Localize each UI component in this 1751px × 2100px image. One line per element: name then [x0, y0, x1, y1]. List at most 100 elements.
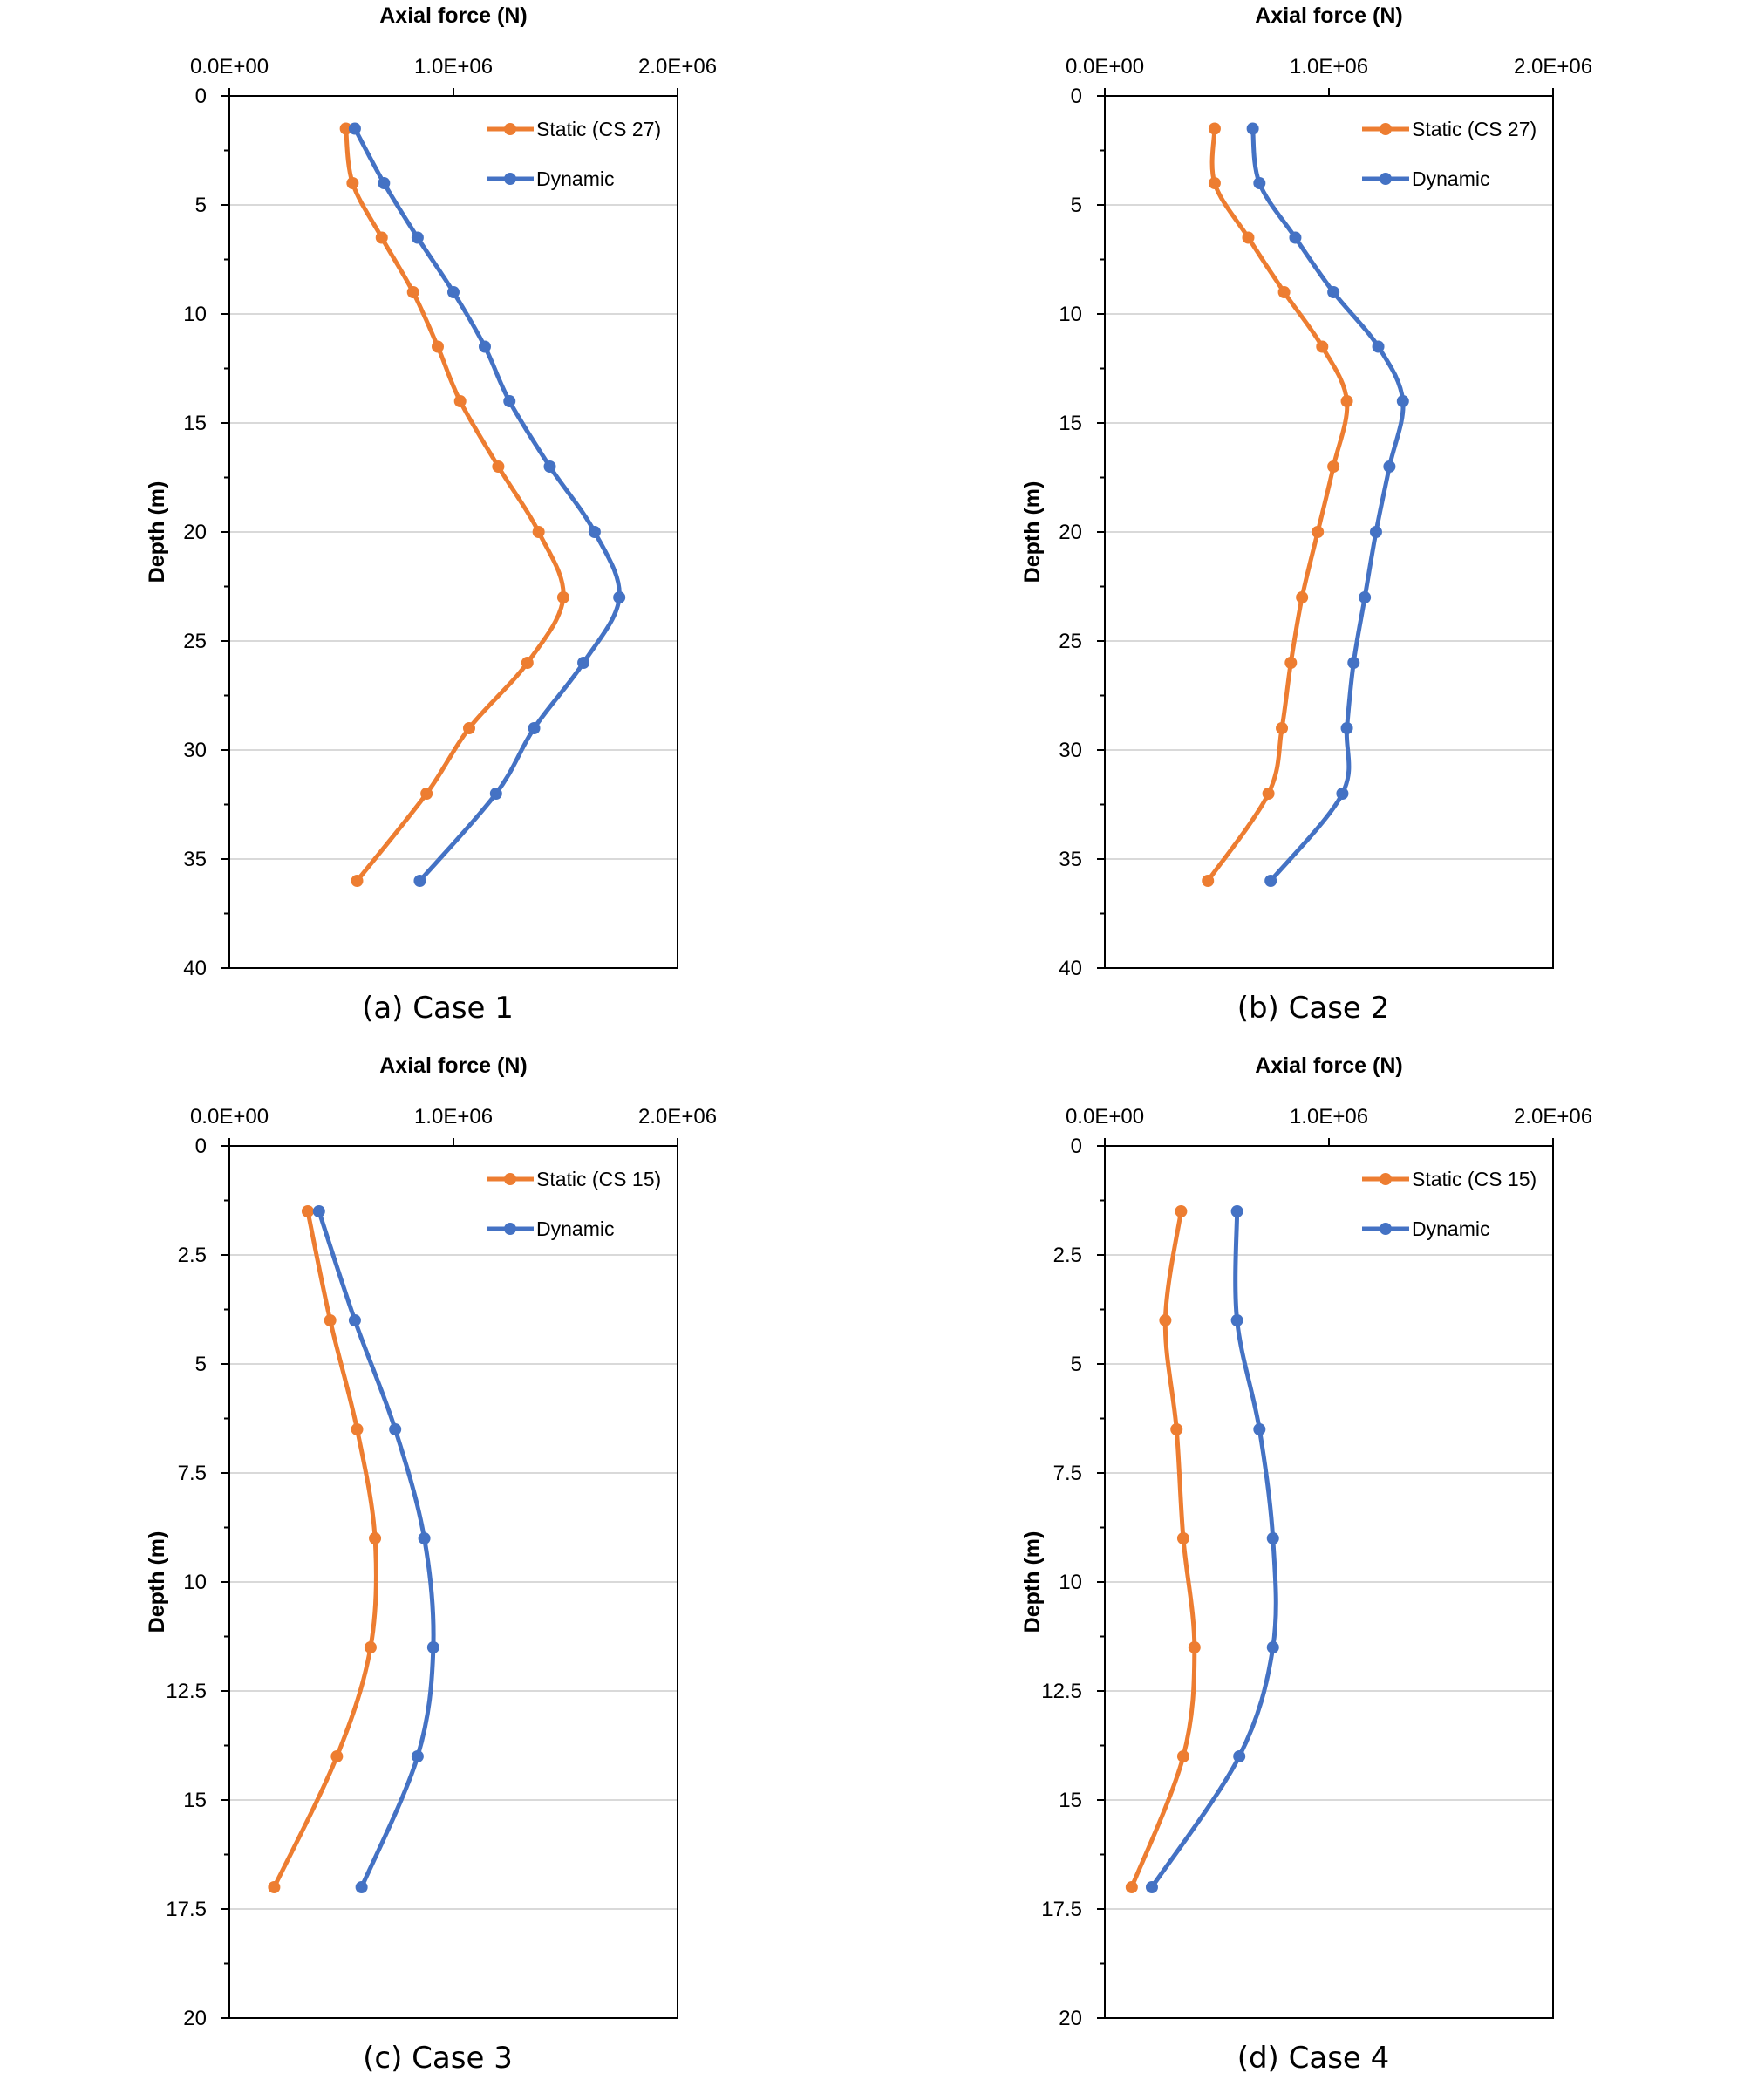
data-point [1253, 1423, 1266, 1435]
series-line [352, 127, 622, 883]
legend-label: Dynamic [536, 1217, 614, 1240]
data-point [411, 1750, 424, 1762]
data-point [1327, 460, 1340, 473]
data-point [1340, 722, 1353, 734]
data-point [1347, 657, 1360, 669]
y-tick-label: 15 [183, 1789, 207, 1812]
y-tick-label: 10 [183, 303, 207, 326]
data-point [1266, 1532, 1279, 1544]
data-point [378, 177, 391, 189]
chart-svg: 0 5 10 15 20 25 30 35 40 0.0E+00 1.0E+06 2.0E+06 Axi… [1020, 3, 1592, 980]
y-tick-label: 20 [1059, 521, 1082, 544]
y-tick-label: 40 [183, 957, 207, 980]
data-point [413, 875, 426, 887]
data-point [447, 286, 460, 298]
data-point [1396, 395, 1409, 407]
legend-marker [1380, 1173, 1392, 1185]
y-tick-label: 40 [1059, 957, 1082, 980]
x-tick-label: 0.0E+00 [190, 1105, 269, 1128]
data-point [1159, 1314, 1172, 1326]
legend-marker [1380, 123, 1392, 135]
y-axis-title: Depth (m) [1020, 481, 1045, 583]
y-tick-label: 2.5 [178, 1244, 207, 1267]
x-axis-title: Axial force (N) [1255, 3, 1402, 28]
y-tick-label: 12.5 [166, 1680, 207, 1703]
data-point [1369, 526, 1382, 538]
data-point [1336, 788, 1349, 800]
data-point [532, 526, 545, 538]
legend-label: Static (CS 27) [1412, 118, 1536, 140]
chart-svg: 0 2.5 5 7.5 10 12.5 15 17.5 20 0.0E+00 1.0E+06 2.0E… [145, 1053, 717, 2030]
y-tick-label: 20 [1059, 2007, 1082, 2030]
y-tick-label: 10 [1059, 303, 1082, 326]
x-axis-title: Axial force (N) [379, 3, 527, 28]
data-point [588, 526, 601, 538]
data-point [1289, 231, 1302, 244]
data-point [453, 395, 467, 407]
data-point [1327, 286, 1340, 298]
data-point [1359, 591, 1372, 603]
data-point [330, 1750, 344, 1762]
data-point [351, 1423, 364, 1435]
data-point [1242, 231, 1255, 244]
legend-marker [504, 173, 516, 185]
data-point [375, 231, 388, 244]
data-point [462, 722, 475, 734]
data-point [1170, 1423, 1183, 1435]
chart-caption: (a) Case 1 [362, 991, 514, 1026]
legend-label: Dynamic [536, 167, 614, 190]
data-point [1208, 122, 1221, 135]
series-line [1129, 1210, 1197, 1888]
y-tick-label: 30 [1059, 739, 1082, 762]
y-tick-label: 2.5 [1053, 1244, 1082, 1267]
data-point [577, 657, 590, 669]
y-tick-label: 15 [183, 412, 207, 435]
x-tick-label: 1.0E+06 [1290, 55, 1368, 78]
data-point [1383, 460, 1396, 473]
data-point [1208, 177, 1221, 189]
x-tick-label: 2.0E+06 [1514, 55, 1592, 78]
series-line [1206, 128, 1350, 883]
y-tick-label: 0 [195, 1135, 207, 1158]
chart-panel-case-1: 0 5 10 15 20 25 30 35 40 0.0E+00 1.0E+06 2.0E+06 Axi… [0, 0, 876, 1050]
chart-caption: (d) Case 4 [1237, 2041, 1390, 2076]
chart-panel-case-2: 0 5 10 15 20 25 30 35 40 0.0E+00 1.0E+06 2.0E+06 Axi… [876, 0, 1751, 1050]
data-point [1372, 340, 1385, 353]
data-point [411, 231, 424, 244]
y-tick-label: 15 [1059, 1789, 1082, 1812]
x-tick-label: 1.0E+06 [414, 1105, 493, 1128]
data-point [1246, 122, 1259, 135]
y-tick-label: 5 [1071, 1353, 1082, 1376]
legend-marker [504, 1223, 516, 1235]
y-tick-label: 0 [1071, 85, 1082, 108]
data-point [351, 875, 364, 887]
data-point [418, 1532, 431, 1544]
y-tick-label: 20 [183, 521, 207, 544]
data-point [1284, 657, 1298, 669]
chart-caption: (c) Case 3 [363, 2041, 513, 2076]
y-tick-label: 7.5 [178, 1462, 207, 1485]
data-point [1125, 1881, 1138, 1893]
x-tick-label: 2.0E+06 [1514, 1105, 1592, 1128]
data-point [1230, 1314, 1243, 1326]
data-point [521, 657, 534, 669]
data-point [1188, 1641, 1201, 1653]
y-axis-title: Depth (m) [1020, 1531, 1045, 1633]
data-point [268, 1881, 281, 1893]
x-axis-title: Axial force (N) [379, 1053, 527, 1078]
y-tick-label: 30 [183, 739, 207, 762]
series-line [344, 128, 566, 883]
legend-label: Static (CS 15) [536, 1168, 661, 1190]
x-tick-label: 1.0E+06 [414, 55, 493, 78]
y-tick-label: 7.5 [1053, 1462, 1082, 1485]
data-point [1202, 875, 1215, 887]
data-point [369, 1532, 382, 1544]
data-point [556, 591, 569, 603]
y-tick-label: 35 [1059, 848, 1082, 871]
legend-label: Static (CS 27) [536, 118, 661, 140]
data-point [1316, 340, 1329, 353]
chart-panel-case-4: 0 2.5 5 7.5 10 12.5 15 17.5 20 0.0E+00 1.0E+06 2.0E… [876, 1050, 1751, 2100]
legend-marker [1380, 173, 1392, 185]
data-point [406, 286, 419, 298]
y-axis-title: Depth (m) [145, 1531, 169, 1633]
